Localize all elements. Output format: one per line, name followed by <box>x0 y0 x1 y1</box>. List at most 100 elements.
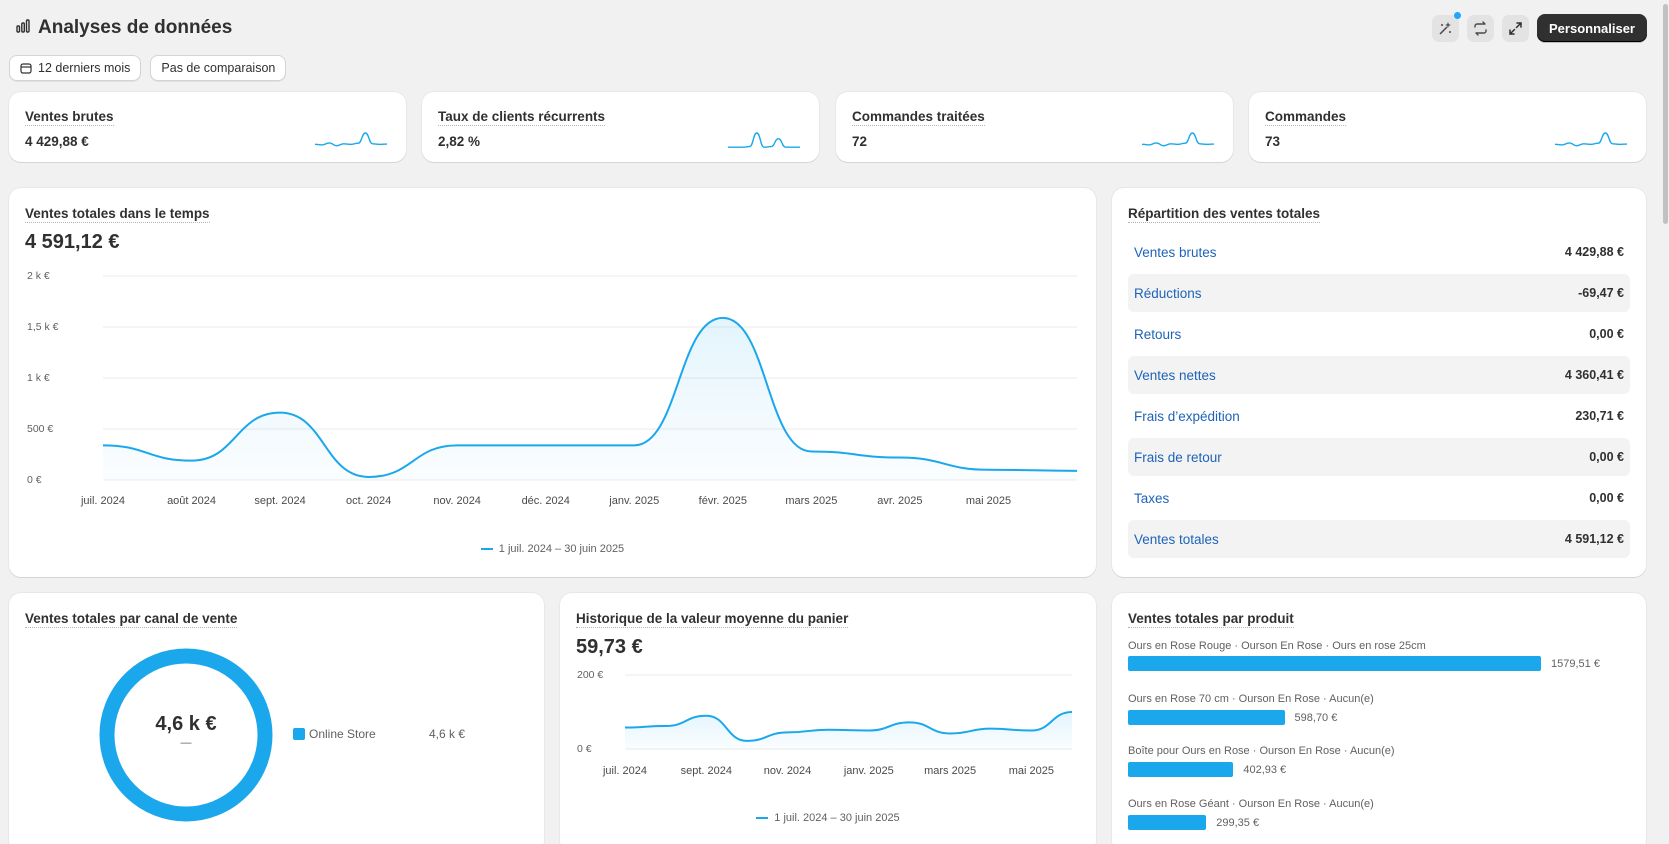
date-range-picker[interactable]: 12 derniers mois <box>9 55 142 81</box>
page-title: Analyses de données <box>38 17 233 38</box>
sparkline-line <box>728 132 800 148</box>
kpi-card-orders[interactable]: Commandes 73 <box>1249 92 1646 162</box>
data-point[interactable] <box>540 439 552 451</box>
breakdown-row[interactable]: Ventes brutes 4 429,88 € <box>1128 233 1630 271</box>
bar-chart-icon <box>16 18 30 38</box>
y-tick-label: 1 k € <box>27 372 50 384</box>
data-point[interactable] <box>805 445 817 457</box>
data-point[interactable] <box>660 720 672 732</box>
card-title[interactable]: Historique de la valeur moyenne du panie… <box>576 611 849 628</box>
data-point[interactable] <box>944 727 956 739</box>
data-point[interactable] <box>822 724 834 736</box>
breakdown-row[interactable]: Retours 0,00 € <box>1128 315 1630 353</box>
fullscreen-button[interactable] <box>1502 14 1529 42</box>
y-tick-label: 2 k € <box>27 270 50 282</box>
breakdown-label[interactable]: Ventes brutes <box>1134 244 1217 260</box>
channel-donut-chart[interactable] <box>86 635 286 835</box>
data-point[interactable] <box>619 722 631 734</box>
channel-legend-value: 4,6 k € <box>429 727 466 741</box>
refresh-button[interactable] <box>1467 14 1494 42</box>
data-point[interactable] <box>741 735 753 747</box>
data-point[interactable] <box>903 716 915 728</box>
breakdown-row[interactable]: Ventes nettes 4 360,41 € <box>1128 356 1630 394</box>
kpi-card-returning-customers[interactable]: Taux de clients récurrents 2,82 % <box>422 92 819 162</box>
breakdown-row[interactable]: Ventes totales 4 591,12 € <box>1128 520 1630 558</box>
data-point[interactable] <box>717 312 729 324</box>
x-tick-label: déc. 2024 <box>522 495 570 507</box>
sparkline-line <box>1554 132 1628 147</box>
data-point[interactable] <box>451 439 463 451</box>
product-bar[interactable] <box>1128 762 1234 777</box>
scrollbar-thumb[interactable] <box>1663 4 1668 224</box>
customize-button[interactable]: Personnaliser <box>1537 14 1647 42</box>
sparkline-line <box>1141 132 1215 147</box>
chart-legend[interactable]: 1 juil. 2024 – 30 juin 2025 <box>560 812 1096 824</box>
data-point[interactable] <box>782 726 794 738</box>
breakdown-value: 4 429,88 € <box>1564 245 1624 259</box>
breakdown-label[interactable]: Réductions <box>1134 285 1202 301</box>
breakdown-row[interactable]: Réductions -69,47 € <box>1128 274 1630 312</box>
chart-legend[interactable]: 1 juil. 2024 – 30 juin 2025 <box>9 543 1096 555</box>
product-value: 299,35 € <box>1216 817 1260 829</box>
breakdown-row[interactable]: Frais d’expédition 230,71 € <box>1128 397 1630 435</box>
sparkline-line <box>314 132 388 147</box>
series-line[interactable] <box>624 711 1073 742</box>
page-header: Analyses de données <box>16 14 232 42</box>
breakdown-label[interactable]: Frais de retour <box>1134 449 1222 465</box>
product-value: 1579,51 € <box>1551 658 1600 670</box>
data-point[interactable] <box>985 723 997 735</box>
kpi-value: 2,82 % <box>438 134 481 149</box>
legend-label: Online Store <box>309 727 376 741</box>
breakdown-label[interactable]: Ventes totales <box>1134 531 1219 547</box>
aov-chart[interactable]: 0 € 200 € juil. 2024 sept. 2024 nov. 2024 jan… <box>560 663 1096 803</box>
kpi-card-gross-sales[interactable]: Ventes brutes 4 429,88 € <box>9 92 406 162</box>
x-tick-label: mai 2025 <box>966 495 1011 507</box>
breakdown-row[interactable]: Frais de retour 0,00 € <box>1128 438 1630 476</box>
expand-icon <box>1509 21 1522 35</box>
data-point[interactable] <box>1066 706 1078 718</box>
breakdown-value: 0,00 € <box>1589 327 1624 341</box>
sparkle-ai-button[interactable] <box>1432 11 1461 42</box>
legend-swatch <box>480 548 493 550</box>
data-point[interactable] <box>1071 465 1083 477</box>
sparkline <box>1141 132 1215 147</box>
data-point[interactable] <box>274 407 286 419</box>
card-title[interactable]: Répartition des ventes totales <box>1128 206 1321 223</box>
product-value: 598,70 € <box>1294 712 1338 724</box>
breakdown-row[interactable]: Taxes 0,00 € <box>1128 479 1630 517</box>
kpi-card-fulfilled-orders[interactable]: Commandes traitées 72 <box>836 92 1233 162</box>
card-title[interactable]: Ventes totales par canal de vente <box>25 611 238 628</box>
breakdown-value: 0,00 € <box>1589 491 1624 505</box>
data-point[interactable] <box>628 439 640 451</box>
kpi-title: Commandes <box>1265 109 1347 126</box>
data-point[interactable] <box>186 455 198 467</box>
product-bar[interactable] <box>1128 710 1285 725</box>
donut-slice-online-store[interactable] <box>99 648 273 822</box>
x-tick-label: juil. 2024 <box>602 765 647 777</box>
data-point[interactable] <box>1025 725 1037 737</box>
channel-legend-item[interactable]: Online Store <box>293 727 376 741</box>
breakdown-label[interactable]: Ventes nettes <box>1134 367 1216 383</box>
breakdown-label[interactable]: Taxes <box>1134 490 1170 506</box>
product-bar[interactable] <box>1128 815 1207 830</box>
data-point[interactable] <box>982 464 994 476</box>
card-title[interactable]: Ventes totales dans le temps <box>25 206 210 223</box>
series-line[interactable] <box>102 316 1078 478</box>
aov-history-card: Historique de la valeur moyenne du panie… <box>560 593 1096 844</box>
comparison-picker[interactable]: Pas de comparaison <box>150 55 287 81</box>
header-actions: Personnaliser <box>1432 11 1647 42</box>
breakdown-label[interactable]: Frais d’expédition <box>1134 408 1240 424</box>
y-tick-label: 200 € <box>577 669 603 681</box>
data-point[interactable] <box>97 439 109 451</box>
product-bar[interactable] <box>1128 656 1541 671</box>
data-point[interactable] <box>363 471 375 483</box>
data-point[interactable] <box>700 710 712 722</box>
card-title[interactable]: Ventes totales par produit <box>1128 611 1294 628</box>
breakdown-value: 4 591,12 € <box>1564 532 1624 546</box>
breakdown-label[interactable]: Retours <box>1134 326 1182 342</box>
x-tick-label: août 2024 <box>167 495 216 507</box>
data-point[interactable] <box>894 452 906 464</box>
data-point[interactable] <box>863 725 875 737</box>
sales-over-time-chart[interactable]: 0 € 500 € 1 k € 1,5 k € 2 k € juil. 2024 août … <box>9 268 1096 548</box>
page-scrollbar[interactable] <box>1661 0 1669 844</box>
